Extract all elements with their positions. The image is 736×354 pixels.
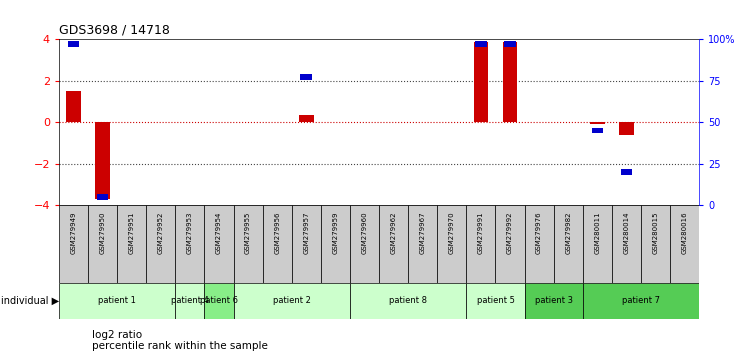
Text: GSM279991: GSM279991: [478, 212, 484, 254]
Bar: [670, 205, 699, 283]
Text: GSM279949: GSM279949: [71, 212, 77, 254]
Bar: [583, 283, 699, 319]
Bar: [437, 205, 467, 283]
Text: GDS3698 / 14718: GDS3698 / 14718: [59, 23, 170, 36]
Text: GSM280014: GSM280014: [623, 212, 629, 254]
Text: GSM279957: GSM279957: [303, 212, 309, 254]
Bar: [350, 205, 379, 283]
Bar: [263, 205, 291, 283]
Bar: [592, 127, 604, 133]
Bar: [175, 205, 205, 283]
Bar: [88, 205, 117, 283]
Bar: [590, 122, 604, 124]
Text: GSM279982: GSM279982: [565, 212, 571, 254]
Text: patient 4: patient 4: [171, 296, 209, 306]
Text: GSM279962: GSM279962: [391, 212, 397, 254]
Bar: [300, 74, 312, 80]
Text: patient 1: patient 1: [98, 296, 136, 306]
Text: log2 ratio: log2 ratio: [92, 330, 142, 340]
Bar: [525, 205, 553, 283]
Text: GSM280015: GSM280015: [653, 212, 659, 254]
Bar: [619, 122, 634, 135]
Text: patient 8: patient 8: [389, 296, 427, 306]
Bar: [583, 205, 612, 283]
Bar: [205, 205, 233, 283]
Bar: [495, 205, 525, 283]
Text: GSM279951: GSM279951: [129, 212, 135, 254]
Text: individual ▶: individual ▶: [1, 296, 59, 306]
Text: GSM279954: GSM279954: [216, 212, 222, 254]
Bar: [96, 194, 108, 200]
Bar: [504, 41, 516, 47]
Bar: [66, 91, 81, 122]
Text: GSM279956: GSM279956: [275, 212, 280, 254]
Bar: [408, 205, 437, 283]
Text: GSM280011: GSM280011: [595, 212, 601, 254]
Text: percentile rank within the sample: percentile rank within the sample: [92, 341, 268, 350]
Bar: [525, 283, 583, 319]
Bar: [291, 205, 321, 283]
Text: GSM279952: GSM279952: [158, 212, 163, 254]
Bar: [350, 283, 467, 319]
Bar: [146, 205, 175, 283]
Bar: [117, 205, 146, 283]
Text: GSM279959: GSM279959: [333, 212, 339, 254]
Bar: [299, 115, 314, 122]
Bar: [233, 205, 263, 283]
Bar: [553, 205, 583, 283]
Text: GSM279992: GSM279992: [507, 212, 513, 254]
Bar: [503, 42, 517, 122]
Bar: [59, 205, 88, 283]
Bar: [233, 283, 350, 319]
Bar: [641, 205, 670, 283]
Bar: [68, 41, 79, 47]
Text: GSM279967: GSM279967: [420, 212, 425, 254]
Bar: [467, 205, 495, 283]
Bar: [175, 283, 205, 319]
Bar: [95, 122, 110, 199]
Text: GSM279955: GSM279955: [245, 212, 251, 254]
Text: GSM279953: GSM279953: [187, 212, 193, 254]
Text: GSM279950: GSM279950: [99, 212, 105, 254]
Text: GSM280016: GSM280016: [682, 212, 687, 254]
Text: patient 6: patient 6: [200, 296, 238, 306]
Bar: [612, 205, 641, 283]
Bar: [620, 169, 632, 175]
Bar: [474, 42, 488, 122]
Text: patient 2: patient 2: [273, 296, 311, 306]
Text: patient 3: patient 3: [534, 296, 573, 306]
Bar: [59, 283, 175, 319]
Text: patient 5: patient 5: [476, 296, 514, 306]
Bar: [321, 205, 350, 283]
Text: GSM279960: GSM279960: [361, 212, 367, 254]
Text: patient 7: patient 7: [622, 296, 660, 306]
Bar: [467, 283, 525, 319]
Text: GSM279976: GSM279976: [536, 212, 542, 254]
Text: GSM279970: GSM279970: [449, 212, 455, 254]
Bar: [379, 205, 408, 283]
Bar: [205, 283, 233, 319]
Bar: [475, 41, 486, 47]
